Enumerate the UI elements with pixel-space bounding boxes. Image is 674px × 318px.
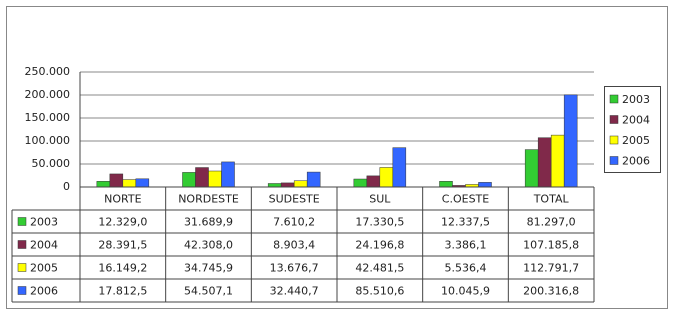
- y-tick-label: 150.000: [25, 111, 71, 124]
- bar: [195, 167, 209, 188]
- table-value: 34.745,9: [184, 262, 233, 275]
- bar: [550, 134, 565, 188]
- legend-label: 2003: [622, 93, 650, 106]
- table-value: 42.308,0: [184, 239, 233, 252]
- table-value: 85.510,6: [355, 285, 404, 298]
- bar: [267, 183, 282, 188]
- table-value: 17.330,5: [355, 216, 404, 229]
- table-value: 112.791,7: [523, 262, 579, 275]
- y-tick-label: 200.000: [25, 88, 71, 101]
- table-value: 200.316,8: [523, 285, 579, 298]
- x-tick-label: TOTAL: [533, 193, 570, 206]
- bar: [109, 173, 124, 188]
- bar: [366, 175, 381, 188]
- y-tick-label: 0: [63, 180, 70, 193]
- table-value: 7.610,2: [273, 216, 315, 229]
- legend-swatch: [609, 135, 619, 145]
- table-value: 107.185,8: [523, 239, 579, 252]
- bar: [392, 147, 407, 188]
- bar: [524, 149, 539, 188]
- legend-swatch: [609, 115, 619, 124]
- table-value: 24.196,8: [355, 239, 404, 252]
- x-tick-label: SUDESTE: [269, 193, 320, 206]
- table-row-label: 2005: [30, 262, 58, 275]
- bar: [135, 178, 150, 188]
- table-legend-swatch: [17, 263, 27, 272]
- y-tick-label: 50.000: [32, 157, 71, 170]
- legend-label: 2006: [622, 155, 650, 168]
- bar: [96, 181, 111, 188]
- bar: [353, 178, 368, 188]
- table-row-label: 2004: [30, 239, 58, 252]
- x-tick-label: NORDESTE: [178, 193, 239, 206]
- table-value: 32.440,7: [270, 285, 319, 298]
- bar: [122, 179, 137, 188]
- bar: [182, 172, 196, 188]
- bar: [478, 182, 492, 188]
- bar: [537, 137, 552, 188]
- bar: [221, 161, 235, 188]
- table-legend-swatch: [17, 217, 27, 226]
- table-value: 10.045,9: [441, 285, 490, 298]
- bar: [439, 181, 453, 188]
- table-row-label: 2003: [30, 216, 58, 229]
- bar: [306, 171, 321, 188]
- bar: [379, 167, 394, 188]
- table-value: 31.689,9: [184, 216, 233, 229]
- bar: [280, 182, 295, 188]
- legend-swatch: [609, 156, 619, 165]
- legend-label: 2005: [622, 134, 650, 147]
- legend-label: 2004: [622, 114, 650, 127]
- legend-swatch: [609, 94, 619, 104]
- table-value: 16.149,2: [98, 262, 147, 275]
- bar: [208, 170, 222, 188]
- table-value: 3.386,1: [445, 239, 487, 252]
- table-row-label: 2006: [30, 285, 58, 298]
- table-value: 81.297,0: [527, 216, 576, 229]
- table-legend-swatch: [17, 286, 27, 295]
- y-tick-label: 100.000: [25, 134, 71, 147]
- x-tick-label: C.OESTE: [442, 193, 489, 206]
- y-tick-label: 250.000: [25, 65, 71, 78]
- table-value: 54.507,1: [184, 285, 233, 298]
- table-value: 12.329,0: [98, 216, 147, 229]
- table-legend-swatch: [17, 240, 27, 249]
- table-value: 8.903,4: [273, 239, 315, 252]
- x-tick-label: NORTE: [104, 193, 141, 206]
- table-value: 17.812,5: [98, 285, 147, 298]
- x-tick-label: SUL: [369, 193, 391, 206]
- table-value: 12.337,5: [441, 216, 490, 229]
- table-value: 28.391,5: [98, 239, 147, 252]
- table-value: 42.481,5: [355, 262, 404, 275]
- table-value: 5.536,4: [445, 262, 487, 275]
- table-value: 13.676,7: [270, 262, 319, 275]
- bar: [563, 94, 578, 188]
- bar: [293, 180, 308, 188]
